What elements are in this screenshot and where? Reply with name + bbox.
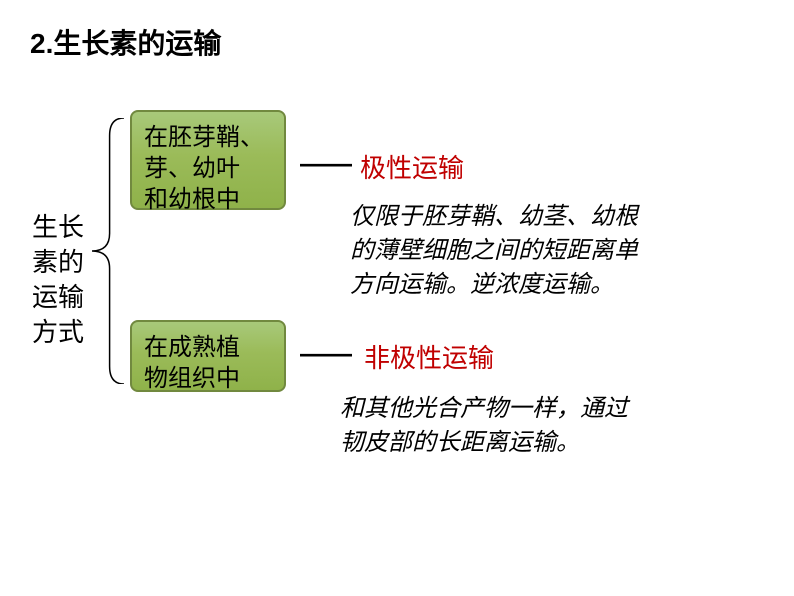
- description-bottom: 和其他光合产物一样，通过韧皮部的长距离运输。: [340, 392, 628, 460]
- root-label: 生长素的运输方式: [32, 210, 84, 350]
- dash-bottom: ——: [300, 338, 352, 369]
- brace-svg: [92, 118, 124, 384]
- dash-top: ——: [300, 148, 352, 179]
- section-title: 2.生长素的运输: [30, 22, 221, 62]
- brace: [92, 118, 124, 384]
- red-label-bottom: 非极性运输: [364, 338, 494, 375]
- node-box-bottom: 在成熟植物组织中: [130, 320, 286, 392]
- red-label-top: 极性运输: [360, 148, 464, 185]
- node-box-top: 在胚芽鞘、芽、幼叶和幼根中: [130, 110, 286, 210]
- description-top: 仅限于胚芽鞘、幼茎、幼根的薄壁细胞之间的短距离单方向运输。逆浓度运输。: [350, 200, 638, 302]
